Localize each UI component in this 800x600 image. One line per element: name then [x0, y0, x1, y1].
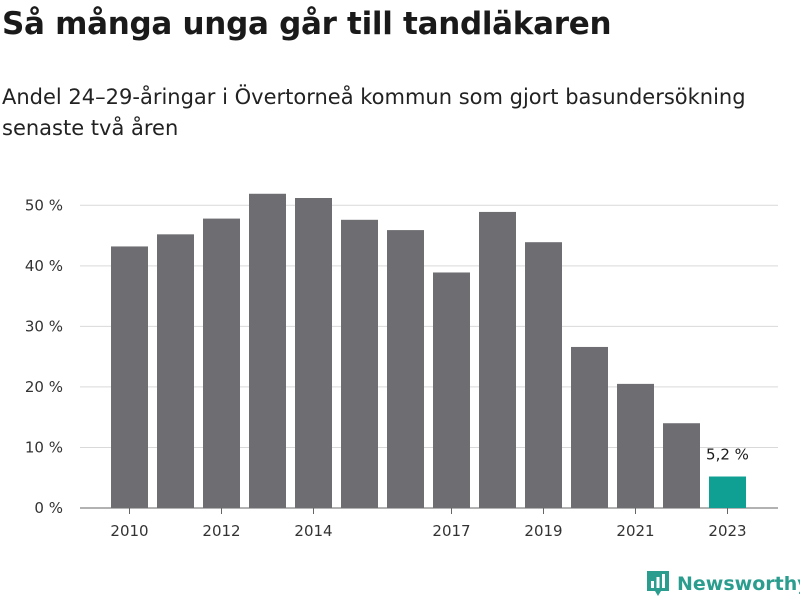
bars [111, 193, 746, 509]
data-labels: 5,2 % [706, 446, 749, 464]
bar-chart-logo-icon [647, 571, 669, 596]
bar [617, 383, 654, 508]
bar [203, 218, 240, 509]
chart-subtitle: Andel 24–29-åringar i Övertorneå kommun … [2, 85, 746, 140]
grid-lines [80, 204, 778, 509]
bar [387, 230, 424, 508]
y-axis-ticks: 0 % 10 % 20 % 30 % 40 % 50 % [25, 196, 63, 517]
bar [433, 272, 470, 508]
x-tick-label: 2014 [294, 522, 332, 540]
highlight-value-label: 5,2 % [706, 446, 749, 464]
x-tick-label: 2017 [432, 522, 470, 540]
x-tick-label: 2012 [202, 522, 240, 540]
x-tick-label: 2010 [110, 522, 148, 540]
bar [479, 211, 516, 508]
bar [295, 198, 332, 509]
chart-title: Så många unga går till tandläkaren [2, 6, 612, 42]
y-tick-label: 40 % [25, 257, 63, 275]
bar [341, 219, 378, 508]
newsworthy-logo: Newsworthy [645, 569, 800, 599]
x-axis-ticks: 2010 2012 2014 2017 2019 2021 2023 [110, 508, 747, 540]
y-tick-label: 30 % [25, 317, 63, 335]
bar [249, 193, 286, 508]
brand-name: Newsworthy [677, 573, 800, 595]
y-tick-label: 20 % [25, 378, 63, 396]
x-tick-label: 2021 [616, 522, 654, 540]
x-tick-label: 2023 [708, 522, 746, 540]
bar [525, 242, 562, 509]
y-tick-label: 10 % [25, 438, 63, 456]
y-tick-label: 0 % [34, 499, 63, 517]
bar [663, 423, 700, 508]
bar [157, 234, 194, 509]
bar [111, 246, 148, 508]
y-tick-label: 50 % [25, 196, 63, 214]
bar [571, 346, 608, 508]
x-tick-label: 2019 [524, 522, 562, 540]
bar [709, 476, 746, 508]
